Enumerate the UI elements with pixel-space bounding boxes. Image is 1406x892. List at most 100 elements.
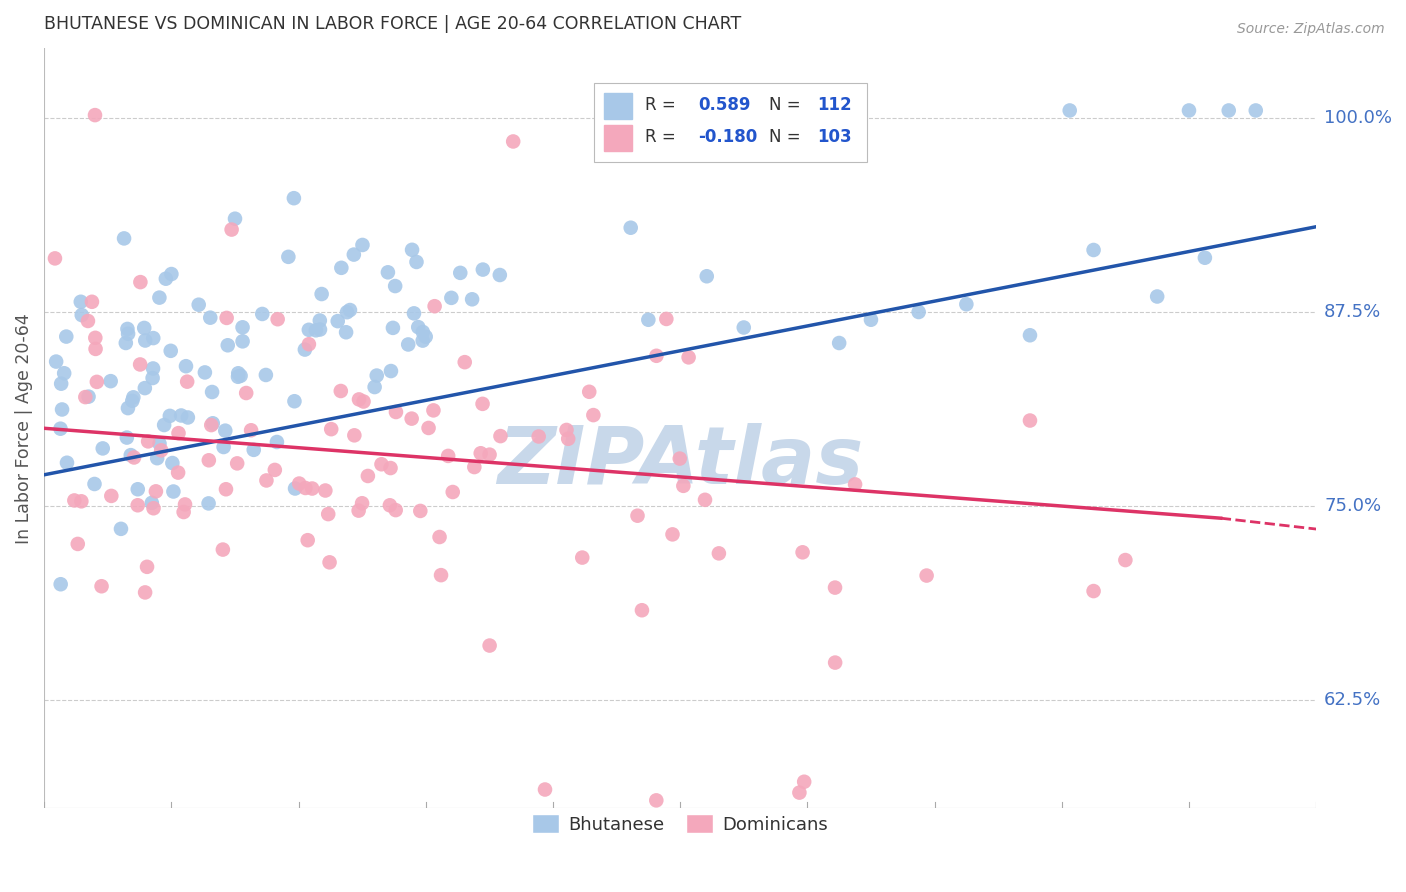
Point (159, 409, 181, 423)
Point (167, 466, 190, 480)
Point (418, 421, 440, 435)
Point (155, 271, 177, 285)
Point (212, 542, 235, 557)
Point (117, 401, 139, 416)
Point (343, 247, 366, 261)
Point (478, 639, 501, 653)
Text: N =: N = (769, 128, 801, 146)
Text: 75.0%: 75.0% (1324, 497, 1381, 515)
Point (631, 603, 654, 617)
Point (266, 312, 288, 326)
Point (254, 368, 277, 382)
Point (502, 135, 524, 149)
Point (136, 434, 159, 449)
Point (53, 366, 76, 380)
Point (263, 463, 285, 477)
Point (200, 310, 222, 325)
Point (117, 322, 139, 336)
Point (672, 479, 695, 493)
Text: 0.589: 0.589 (697, 96, 751, 114)
Point (145, 484, 167, 499)
Point (412, 325, 434, 339)
Point (254, 474, 277, 488)
Point (352, 238, 374, 252)
Point (454, 355, 477, 369)
Point (396, 337, 419, 351)
Point (294, 343, 316, 357)
Text: -0.180: -0.180 (697, 128, 758, 146)
Point (177, 410, 200, 425)
Point (582, 408, 605, 422)
Point (91, 442, 114, 456)
Point (824, 581, 846, 595)
FancyBboxPatch shape (593, 83, 868, 162)
Point (844, 477, 866, 491)
Point (353, 394, 375, 409)
Point (1083, 243, 1105, 257)
Point (441, 485, 464, 500)
Point (402, 306, 425, 320)
FancyBboxPatch shape (603, 94, 631, 120)
Point (578, 384, 600, 399)
Point (115, 431, 138, 445)
Point (370, 457, 392, 471)
Point (162, 484, 184, 499)
Point (283, 394, 305, 409)
Legend: Bhutanese, Dominicans: Bhutanese, Dominicans (524, 807, 835, 841)
Point (792, 545, 814, 559)
Point (471, 262, 494, 277)
Text: BHUTANESE VS DOMINICAN IN LABOR FORCE | AGE 20-64 CORRELATION CHART: BHUTANESE VS DOMINICAN IN LABOR FORCE | … (44, 15, 741, 33)
Point (122, 450, 145, 465)
Point (381, 321, 404, 335)
Point (321, 422, 343, 436)
Point (645, 793, 668, 807)
Text: 100.0%: 100.0% (1324, 109, 1392, 128)
Point (226, 369, 249, 384)
Point (412, 334, 434, 348)
Point (377, 265, 399, 279)
Point (114, 336, 136, 351)
Point (437, 449, 460, 463)
Point (170, 409, 193, 423)
Point (339, 303, 361, 318)
Point (693, 492, 716, 507)
Point (288, 476, 311, 491)
Point (212, 440, 235, 454)
Point (242, 442, 264, 457)
Point (252, 307, 274, 321)
Point (1019, 328, 1042, 343)
Point (173, 505, 195, 519)
Point (63, 493, 86, 508)
Point (283, 191, 305, 205)
Point (214, 424, 236, 438)
Point (1146, 289, 1168, 303)
Point (146, 451, 169, 466)
Point (70, 494, 93, 508)
Point (429, 530, 451, 544)
Point (201, 384, 224, 399)
Point (217, 338, 239, 352)
Point (301, 482, 323, 496)
Point (384, 503, 406, 517)
Point (366, 368, 388, 383)
Point (440, 291, 463, 305)
Point (557, 432, 579, 446)
Point (136, 559, 159, 574)
Point (194, 366, 217, 380)
Point (226, 366, 249, 380)
Point (707, 546, 730, 560)
Point (198, 453, 221, 467)
Point (134, 585, 156, 599)
Point (661, 527, 683, 541)
Point (215, 482, 238, 496)
Point (380, 364, 402, 378)
Point (75, 390, 97, 404)
Point (150, 443, 173, 458)
Point (406, 320, 429, 334)
Point (235, 386, 257, 401)
Text: ZIPAtlas: ZIPAtlas (498, 424, 863, 501)
Point (221, 222, 243, 236)
Point (284, 482, 307, 496)
Point (142, 501, 165, 516)
Point (478, 448, 501, 462)
